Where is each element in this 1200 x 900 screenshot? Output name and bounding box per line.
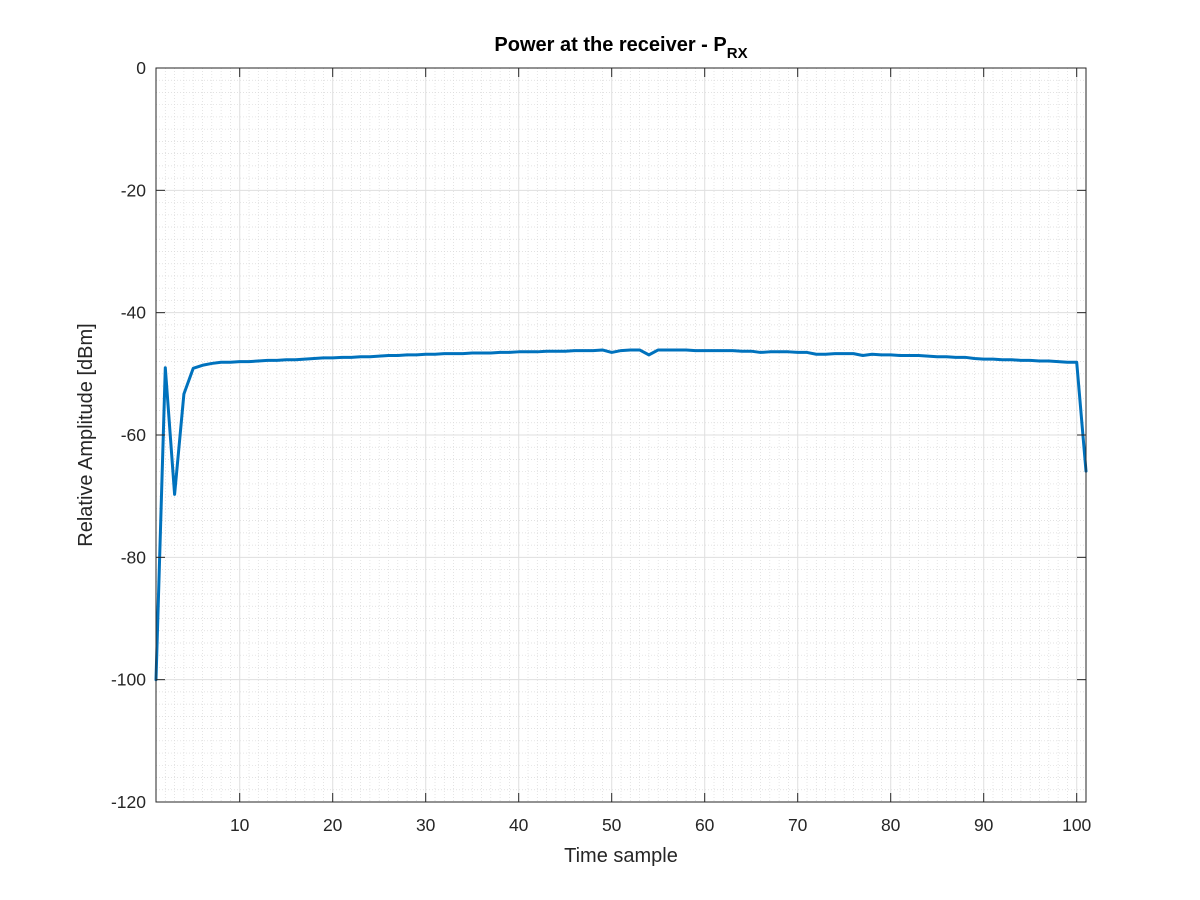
x-tick-label: 20	[323, 815, 343, 835]
x-tick-label: 100	[1062, 815, 1091, 835]
chart-title-main: Power at the receiver - P	[494, 34, 726, 56]
tick-marks	[156, 67, 1086, 803]
y-tick-labels: 0 -20 -40 -60 -80 -100 -120	[111, 58, 146, 812]
y-tick-label: -40	[121, 303, 147, 323]
y-tick-label: -20	[121, 180, 147, 200]
x-tick-label: 10	[230, 815, 250, 835]
x-tick-labels: 10 20 30 40 50 60 70 80 90 100	[230, 815, 1092, 835]
x-tick-label: 70	[788, 815, 808, 835]
chart-title-subscript: RX	[727, 45, 748, 62]
y-tick-label: -80	[121, 547, 147, 567]
y-tick-label: -120	[111, 792, 146, 812]
chart-title: Power at the receiver - PRX	[494, 34, 747, 62]
data-layer	[154, 348, 1088, 682]
x-tick-label: 80	[881, 815, 901, 835]
y-tick-label: -100	[111, 670, 146, 690]
x-tick-label: 60	[695, 815, 715, 835]
x-axis-label: Time sample	[564, 845, 678, 867]
x-tick-label: 40	[509, 815, 529, 835]
y-tick-label: -60	[121, 425, 147, 445]
x-tick-label: 30	[416, 815, 436, 835]
x-tick-label: 50	[602, 815, 622, 835]
y-axis-label: Relative Amplitude [dBm]	[75, 323, 97, 546]
major-grid	[156, 67, 1086, 803]
x-tick-label: 90	[974, 815, 994, 835]
series-line-0	[154, 348, 1088, 682]
y-tick-label: 0	[136, 58, 146, 78]
